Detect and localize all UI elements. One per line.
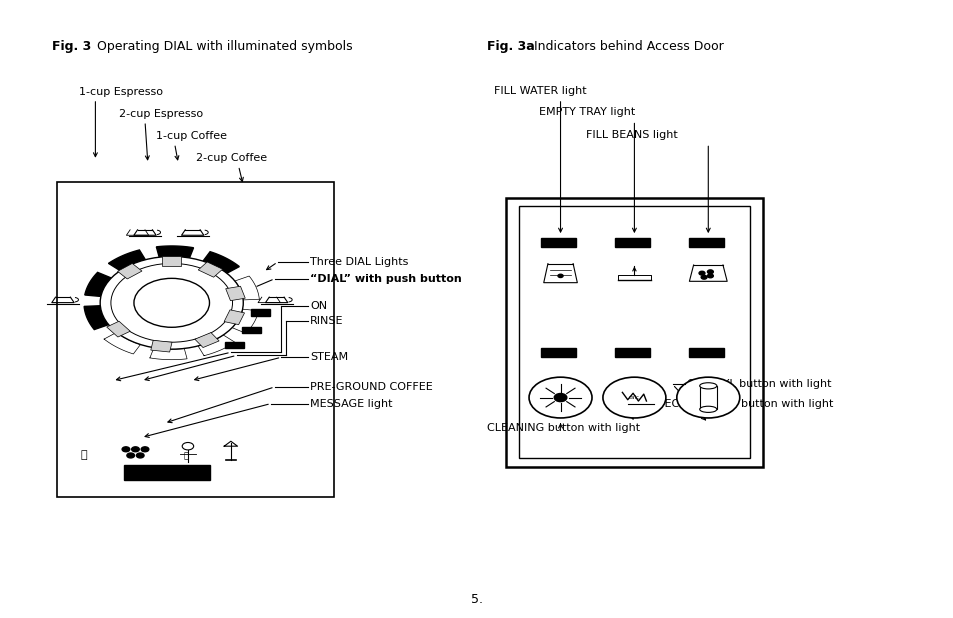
Text: CLEANING button with light: CLEANING button with light <box>486 423 639 433</box>
Circle shape <box>699 271 704 275</box>
Circle shape <box>707 270 713 274</box>
Circle shape <box>700 276 706 279</box>
Bar <box>198 262 222 277</box>
Text: PRE-GROUND COFFEE: PRE-GROUND COFFEE <box>310 382 433 392</box>
Text: ON: ON <box>310 301 327 311</box>
Text: FILL BEANS light: FILL BEANS light <box>585 130 677 140</box>
Text: 1-cup Espresso: 1-cup Espresso <box>79 87 163 97</box>
Circle shape <box>529 377 592 418</box>
Text: “DIAL” with push button: “DIAL” with push button <box>310 274 461 284</box>
Text: FILL WATER light: FILL WATER light <box>494 86 586 96</box>
Circle shape <box>136 453 144 458</box>
Bar <box>162 256 181 266</box>
Bar <box>615 348 649 357</box>
Text: STEAM: STEAM <box>310 352 348 362</box>
Bar <box>226 286 245 301</box>
Bar <box>615 238 649 247</box>
Circle shape <box>132 447 139 452</box>
Text: Indicators behind Access Door: Indicators behind Access Door <box>530 40 723 53</box>
Text: 2-cup Coffee: 2-cup Coffee <box>195 153 267 163</box>
Circle shape <box>182 442 193 450</box>
Polygon shape <box>109 250 145 271</box>
Circle shape <box>707 274 713 277</box>
Ellipse shape <box>699 383 716 389</box>
Circle shape <box>111 263 233 342</box>
Polygon shape <box>85 273 112 297</box>
Bar <box>688 348 722 357</box>
Bar <box>505 198 762 467</box>
Bar <box>541 238 576 247</box>
Circle shape <box>141 447 149 452</box>
Circle shape <box>602 377 665 418</box>
Polygon shape <box>84 306 109 329</box>
Bar <box>194 332 219 347</box>
Text: EMPTY TRAY light: EMPTY TRAY light <box>538 108 635 117</box>
Polygon shape <box>104 332 140 354</box>
Text: calc: calc <box>628 395 639 400</box>
Bar <box>242 327 261 334</box>
Text: Operating DIAL with illuminated symbols: Operating DIAL with illuminated symbols <box>93 40 353 53</box>
Bar <box>251 309 270 316</box>
Bar <box>688 238 722 247</box>
Polygon shape <box>232 309 258 333</box>
Circle shape <box>554 394 566 402</box>
Text: Fig. 3: Fig. 3 <box>52 40 91 53</box>
Text: DECALCIFYING button with light: DECALCIFYING button with light <box>656 399 833 408</box>
Text: MESSAGE light: MESSAGE light <box>310 399 392 408</box>
Bar <box>518 206 749 458</box>
Bar <box>57 182 334 497</box>
Circle shape <box>558 274 562 277</box>
Text: 2-cup Espresso: 2-cup Espresso <box>119 109 203 119</box>
Polygon shape <box>198 335 234 356</box>
Circle shape <box>676 377 739 418</box>
Bar <box>124 465 210 480</box>
Text: CLEARYL button with light: CLEARYL button with light <box>686 379 830 389</box>
Text: RINSE: RINSE <box>310 316 343 326</box>
Polygon shape <box>150 348 187 360</box>
Text: ⏻: ⏻ <box>81 451 87 460</box>
Bar <box>151 341 172 352</box>
Polygon shape <box>234 276 259 300</box>
Ellipse shape <box>699 406 716 412</box>
Text: 5.: 5. <box>471 593 482 606</box>
Bar <box>699 386 716 409</box>
Polygon shape <box>156 246 193 258</box>
Circle shape <box>133 278 210 328</box>
Circle shape <box>100 256 243 349</box>
Bar <box>224 310 244 324</box>
Bar <box>541 348 576 357</box>
Text: Fig. 3a: Fig. 3a <box>486 40 534 53</box>
Bar <box>225 342 244 349</box>
Bar <box>107 321 131 337</box>
Text: Three DIAL Lights: Three DIAL Lights <box>310 257 408 267</box>
Text: 🧍: 🧍 <box>183 451 189 460</box>
Bar <box>117 263 142 279</box>
Text: 1-cup Coffee: 1-cup Coffee <box>155 131 226 141</box>
Circle shape <box>122 447 130 452</box>
Polygon shape <box>203 252 239 273</box>
Circle shape <box>127 453 134 458</box>
